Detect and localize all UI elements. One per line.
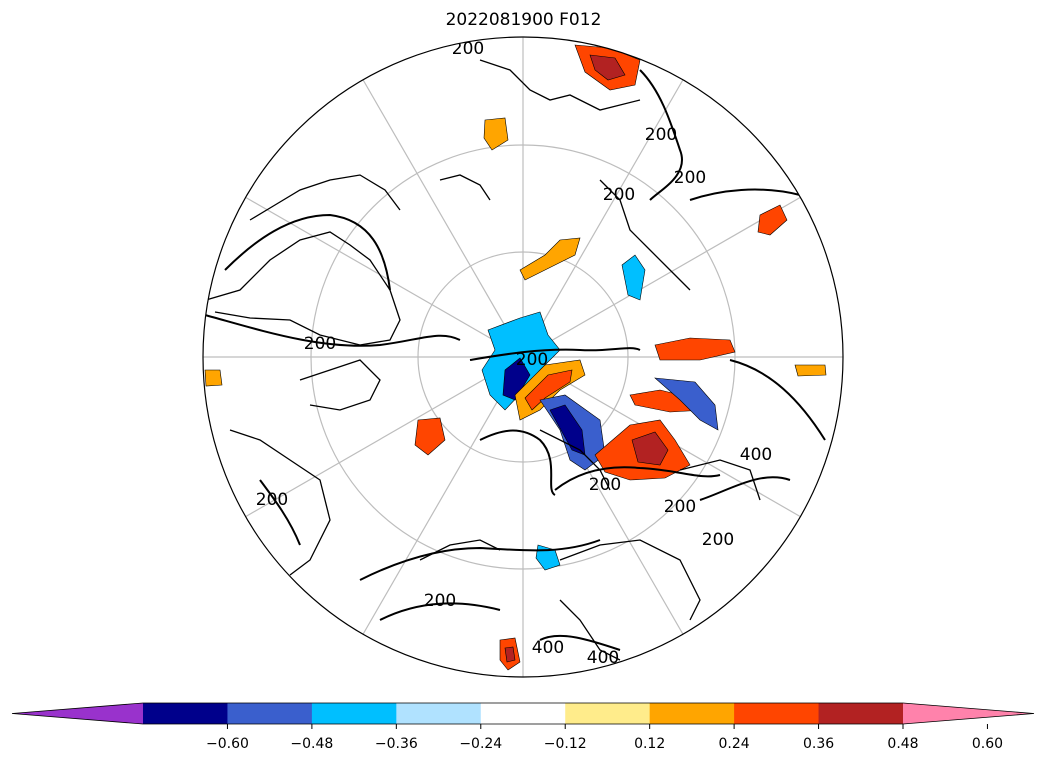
colorbar-tick-label: 0.48 <box>887 736 918 752</box>
colorbar-tick-label: −0.24 <box>459 736 502 752</box>
colorbar-segment <box>227 703 313 724</box>
colorbar-segment <box>649 703 735 724</box>
map-title: 2022081900 F012 <box>445 10 602 30</box>
colorbar-segment <box>734 703 820 724</box>
positive-anomaly-south-core <box>504 646 516 663</box>
positive-anomaly-west-3 <box>204 369 223 387</box>
colorbar-extend-high <box>903 703 1034 724</box>
positive-anomaly-center-core <box>524 369 573 411</box>
negative-anomaly-east-streak <box>654 377 719 431</box>
contour-label: 200 <box>452 39 484 59</box>
positive-anomaly-east-1 <box>654 337 736 361</box>
positive-anomaly-north-center <box>519 237 581 281</box>
contour-label-group: 200 200 200 200 200 200 200 200 200 200 … <box>256 39 772 668</box>
colorbar-segment <box>818 703 904 724</box>
positive-anomaly-west-2 <box>483 117 509 151</box>
colorbar-tick-label: −0.60 <box>206 736 249 752</box>
positive-anomaly-east-small <box>794 364 827 377</box>
colorbar-tick-label: 0.12 <box>634 736 665 752</box>
colorbar-tick-label: 0.60 <box>972 736 1003 752</box>
colorbar-tick-label: −0.48 <box>290 736 333 752</box>
positive-anomaly-southeast-core <box>631 431 669 466</box>
negative-anomaly-east-core <box>549 404 586 456</box>
colorbar-segment <box>143 703 228 724</box>
contour-label: 200 <box>304 334 336 354</box>
negative-anomaly-northeast <box>621 254 646 301</box>
colorbar-extend-low <box>12 703 143 724</box>
colorbar-segment <box>565 703 651 724</box>
map-area: 200 200 200 200 200 200 200 200 200 200 … <box>203 37 843 677</box>
colorbar-tick-label: −0.36 <box>375 736 418 752</box>
contour-label: 200 <box>603 185 635 205</box>
contour-label: 200 <box>664 497 696 517</box>
colorbar-tick-label: 0.24 <box>719 736 750 752</box>
contour-label: 200 <box>645 125 677 145</box>
contour-label: 400 <box>532 638 564 658</box>
colorbar-segment <box>311 703 397 724</box>
contour-label: 200 <box>702 530 734 550</box>
colorbar-segment <box>480 703 566 724</box>
coastlines <box>205 59 761 661</box>
contour-label: 200 <box>516 350 548 370</box>
colorbar-segment <box>396 703 482 724</box>
contour-label: 200 <box>589 475 621 495</box>
colorbar-tick-label: −0.12 <box>544 736 587 752</box>
positive-anomaly-north-core <box>589 54 626 81</box>
contour-label: 200 <box>674 168 706 188</box>
contour-label: 400 <box>587 648 619 668</box>
colorbar: −0.60 −0.48 −0.36 −0.24 −0.12 0.12 0.24 0.36 0.4… <box>11 702 1035 752</box>
anomaly-fields <box>204 44 827 671</box>
contour-label: 200 <box>424 591 456 611</box>
colorbar-outline <box>11 702 1035 725</box>
map-boundary <box>202 36 844 678</box>
positive-anomaly-northeast-streak <box>757 204 788 236</box>
height-contours <box>204 69 826 651</box>
contour-label: 200 <box>256 490 288 510</box>
positive-anomaly-west-1 <box>414 417 446 456</box>
colorbar-tick-label: 0.36 <box>803 736 834 752</box>
contour-label: 400 <box>740 445 772 465</box>
